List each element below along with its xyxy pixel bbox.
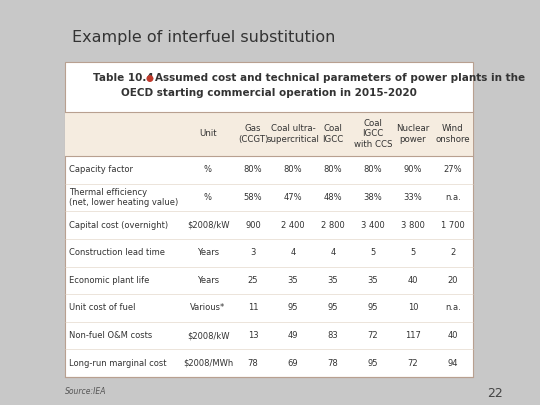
Text: 40: 40 (408, 276, 418, 285)
Text: 2 800: 2 800 (321, 221, 345, 230)
Text: 2: 2 (450, 248, 456, 257)
Text: Example of interfuel substitution: Example of interfuel substitution (72, 30, 335, 45)
Text: Non-fuel O&M costs: Non-fuel O&M costs (69, 331, 152, 340)
Text: Coal
IGCC: Coal IGCC (322, 124, 343, 144)
Text: Unit cost of fuel: Unit cost of fuel (69, 303, 136, 312)
Text: 3: 3 (251, 248, 255, 257)
Text: 47%: 47% (284, 193, 302, 202)
Text: 117: 117 (405, 331, 421, 340)
Text: 94: 94 (448, 359, 458, 368)
Text: ●: ● (146, 73, 154, 83)
Text: 4: 4 (291, 248, 295, 257)
Text: 20: 20 (448, 276, 458, 285)
Text: 83: 83 (328, 331, 339, 340)
Text: 58%: 58% (244, 193, 262, 202)
Text: 95: 95 (368, 359, 378, 368)
Text: 40: 40 (448, 331, 458, 340)
Text: 35: 35 (368, 276, 379, 285)
Text: 25: 25 (248, 276, 258, 285)
FancyBboxPatch shape (65, 112, 473, 156)
Text: 95: 95 (288, 303, 298, 312)
Text: Coal ultra-
supercritical: Coal ultra- supercritical (267, 124, 320, 144)
Text: 13: 13 (248, 331, 258, 340)
Text: Capital cost (overnight): Capital cost (overnight) (69, 221, 168, 230)
Text: 3 800: 3 800 (401, 221, 425, 230)
Text: $2008/kW: $2008/kW (187, 221, 230, 230)
Text: 900: 900 (245, 221, 261, 230)
Text: 4: 4 (330, 248, 336, 257)
Text: 78: 78 (328, 359, 339, 368)
Text: Years: Years (197, 276, 219, 285)
Text: Construction lead time: Construction lead time (69, 248, 165, 257)
Text: Economic plant life: Economic plant life (69, 276, 150, 285)
Text: 48%: 48% (323, 193, 342, 202)
Text: Gas
(CCGT): Gas (CCGT) (238, 124, 268, 144)
Text: 95: 95 (328, 303, 338, 312)
Text: Nuclear
power: Nuclear power (396, 124, 430, 144)
Text: Assumed cost and technical parameters of power plants in the: Assumed cost and technical parameters of… (155, 73, 525, 83)
Text: Unit: Unit (199, 130, 217, 139)
Text: 80%: 80% (244, 165, 262, 174)
Text: Various*: Various* (191, 303, 226, 312)
Text: 1 700: 1 700 (441, 221, 465, 230)
Text: 2 400: 2 400 (281, 221, 305, 230)
Text: 5: 5 (410, 248, 416, 257)
Text: $2008/MWh: $2008/MWh (183, 359, 233, 368)
Text: 78: 78 (248, 359, 258, 368)
Text: %: % (204, 193, 212, 202)
Text: Coal
IGCC
with CCS: Coal IGCC with CCS (354, 119, 392, 149)
Text: 27%: 27% (444, 165, 462, 174)
Text: Wind
onshore: Wind onshore (436, 124, 470, 144)
Text: 3 400: 3 400 (361, 221, 385, 230)
Text: %: % (204, 165, 212, 174)
Text: Long-run marginal cost: Long-run marginal cost (69, 359, 166, 368)
Text: 49: 49 (288, 331, 298, 340)
Text: 10: 10 (408, 303, 418, 312)
Text: Years: Years (197, 248, 219, 257)
Text: 69: 69 (288, 359, 298, 368)
Text: OECD starting commercial operation in 2015-2020: OECD starting commercial operation in 20… (121, 88, 417, 98)
Text: 80%: 80% (284, 165, 302, 174)
Text: 90%: 90% (404, 165, 422, 174)
Text: 80%: 80% (323, 165, 342, 174)
Text: 72: 72 (368, 331, 379, 340)
Text: 95: 95 (368, 303, 378, 312)
Text: 11: 11 (248, 303, 258, 312)
Text: 80%: 80% (363, 165, 382, 174)
Text: 5: 5 (370, 248, 376, 257)
FancyBboxPatch shape (65, 62, 473, 377)
Text: 38%: 38% (363, 193, 382, 202)
Text: $2008/kW: $2008/kW (187, 331, 230, 340)
Text: 22: 22 (487, 387, 503, 400)
Text: Thermal efficiency
(net, lower heating value): Thermal efficiency (net, lower heating v… (69, 188, 178, 207)
Text: 35: 35 (328, 276, 339, 285)
Text: 72: 72 (408, 359, 418, 368)
Text: n.a.: n.a. (445, 303, 461, 312)
Text: Source:IEA: Source:IEA (65, 387, 106, 396)
Text: 35: 35 (288, 276, 298, 285)
Text: Table 10.4: Table 10.4 (93, 73, 154, 83)
Text: 33%: 33% (403, 193, 422, 202)
Text: Capacity factor: Capacity factor (69, 165, 133, 174)
Text: n.a.: n.a. (445, 193, 461, 202)
